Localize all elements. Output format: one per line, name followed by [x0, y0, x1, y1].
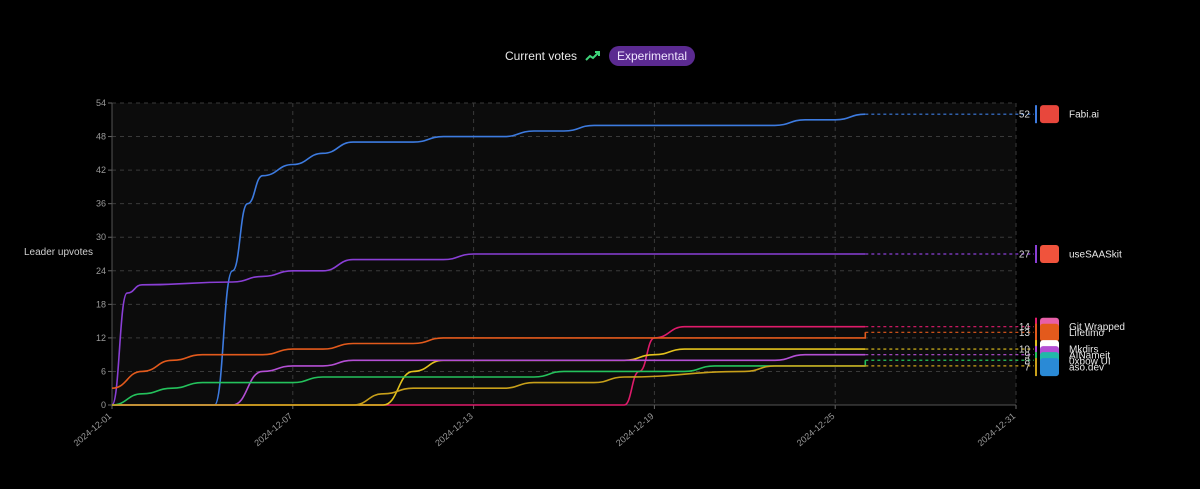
y-tick-label: 0 [101, 400, 106, 410]
x-tick-label: 2024-12-19 [614, 411, 656, 448]
series-name-lifetimo: Lifetimo [1069, 328, 1104, 339]
series-name-git-wrapped: Git Wrapped [1069, 322, 1125, 333]
series-name-usesaaskit: useSAASkit [1069, 250, 1122, 261]
series-line-0xbow-ui [111, 360, 867, 406]
icon-bar-lifetimo [1035, 323, 1037, 342]
y-tick-label: 54 [96, 98, 106, 108]
end-value-fabi-ai: 52 [1019, 110, 1031, 121]
end-value-mkdirs: 10 [1019, 345, 1031, 356]
end-value-lifetimo: 13 [1019, 328, 1031, 339]
y-tick-label: 30 [96, 232, 106, 242]
y-tick-label: 6 [101, 366, 106, 376]
x-tick-label: 2024-12-07 [252, 411, 294, 448]
series-name-ainameit: AINameit [1069, 351, 1110, 362]
trending-up-icon [585, 51, 600, 61]
x-tick-label: 2024-12-25 [795, 411, 837, 448]
chart-title: Current votes [504, 49, 577, 63]
chart-header: Current votes Experimental [0, 46, 1200, 66]
y-tick-label: 42 [96, 165, 106, 175]
series-name-mkdirs: Mkdirs [1069, 345, 1098, 356]
experimental-badge[interactable]: Experimental [609, 46, 696, 66]
fabi-logo-icon [1040, 105, 1059, 124]
series-line-usesaaskit [111, 253, 866, 406]
end-value-0xbow-ui: 8 [1024, 357, 1030, 368]
y-tick-label: 48 [96, 132, 106, 142]
x-tick-label: 2024-12-01 [72, 411, 114, 448]
end-value-git-wrapped: 14 [1019, 322, 1031, 333]
icon-bar-aso-dev [1035, 358, 1037, 377]
icon-bar-usesaaskit [1035, 245, 1037, 263]
y-tick-label: 24 [96, 266, 106, 276]
aso-dev-logo-icon [1040, 358, 1059, 377]
y-axis-label: Leader upvotes [24, 247, 93, 258]
series-line-aso-dev [112, 365, 866, 406]
lifetimo-logo-icon [1040, 323, 1059, 342]
usesaaskit-logo-icon [1040, 245, 1059, 263]
series-name-fabi-ai: Fabi.ai [1069, 110, 1099, 121]
y-tick-label: 18 [96, 299, 106, 309]
series-line-ainameit [112, 353, 866, 406]
end-value-aso-dev: 7 [1024, 363, 1030, 374]
y-tick-label: 12 [96, 333, 106, 343]
y-tick-label: 36 [96, 199, 106, 209]
series-line-fabi-ai [112, 113, 866, 406]
series-name-0xbow-ui: 0xbow UI [1069, 357, 1111, 368]
icon-bar-fabi-ai [1035, 105, 1037, 124]
x-tick-label: 2024-12-13 [433, 411, 475, 448]
x-tick-label: 2024-12-31 [976, 411, 1018, 448]
end-value-ainameit: 9 [1024, 351, 1030, 362]
end-value-usesaaskit: 27 [1019, 250, 1031, 261]
series-name-aso-dev: aso.dev [1069, 363, 1104, 374]
series-line-lifetimo [111, 332, 867, 389]
